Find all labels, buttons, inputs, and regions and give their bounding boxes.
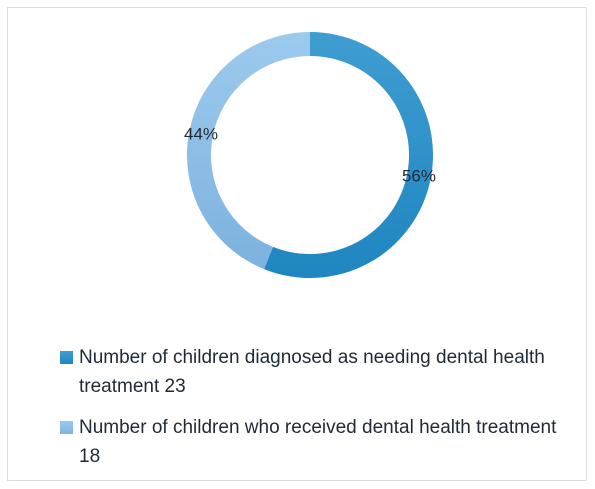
legend-swatch-received bbox=[60, 421, 73, 434]
slice-percent-label-1: 44% bbox=[184, 124, 219, 144]
chart-frame bbox=[7, 7, 587, 481]
legend-item-received: Number of children who received dental h… bbox=[60, 413, 580, 471]
legend-swatch-diagnosed bbox=[60, 351, 73, 364]
chart-legend: Number of children diagnosed as needing … bbox=[60, 343, 580, 483]
legend-label-received: Number of children who received dental h… bbox=[79, 417, 557, 467]
donut-slice-0 bbox=[264, 32, 434, 278]
legend-label-diagnosed: Number of children diagnosed as needing … bbox=[79, 347, 545, 397]
donut-slice-1 bbox=[187, 32, 310, 270]
legend-item-diagnosed: Number of children diagnosed as needing … bbox=[60, 343, 580, 401]
slice-percent-label-0: 56% bbox=[401, 166, 436, 186]
